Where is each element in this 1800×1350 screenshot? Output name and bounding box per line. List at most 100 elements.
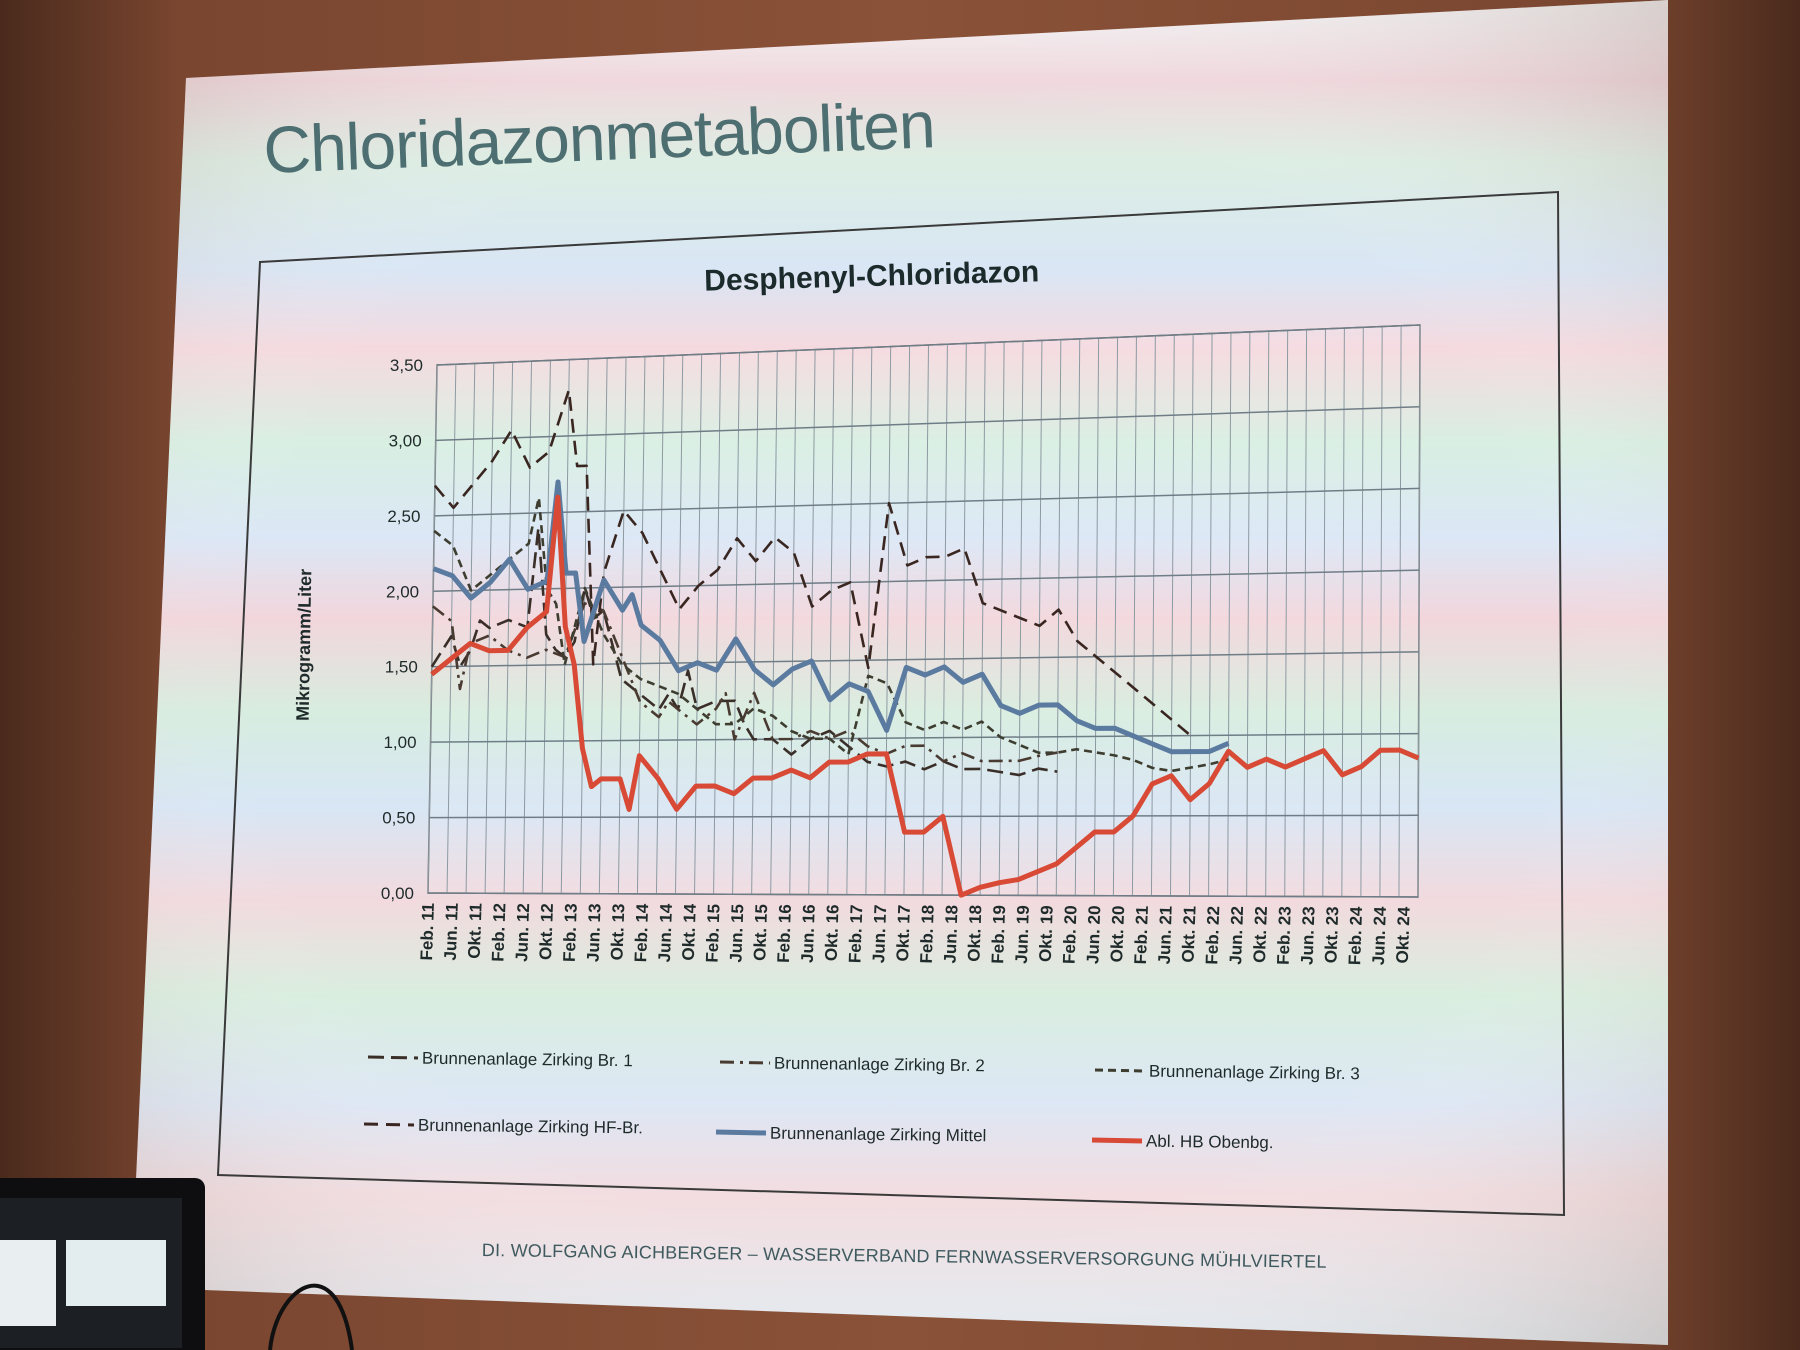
vertical-gridline	[1036, 340, 1043, 896]
legend-swatch	[1094, 1068, 1146, 1073]
x-tick-label: Feb. 11	[417, 902, 438, 960]
x-tick-label: Jun. 14	[655, 903, 676, 963]
x-tick-label: Feb. 13	[560, 903, 581, 962]
x-tick-label: Feb. 12	[488, 903, 509, 962]
vertical-gridline	[1227, 332, 1232, 897]
x-tick-label: Jun. 21	[1155, 905, 1176, 964]
horizontal-gridline	[436, 324, 1421, 366]
x-tick-label: Okt. 12	[536, 903, 557, 960]
x-tick-label: Jun. 17	[869, 904, 890, 963]
x-tick-label: Okt. 24	[1393, 906, 1414, 964]
horizontal-gridline	[429, 814, 1419, 819]
legend-swatch	[363, 1122, 415, 1127]
vertical-gridline	[465, 363, 476, 894]
vertical-gridline	[694, 354, 703, 895]
x-tick-label: Feb. 22	[1202, 906, 1223, 965]
x-tick-label: Okt. 20	[1107, 905, 1128, 962]
y-tick-label: 1,50	[385, 658, 418, 677]
y-tick-label: 3,00	[389, 431, 422, 450]
x-tick-label: Okt. 14	[679, 903, 700, 961]
x-tick-label: Okt. 18	[964, 905, 985, 962]
x-tick-label: Okt. 23	[1321, 906, 1342, 963]
legend-swatch	[719, 1060, 771, 1065]
vertical-gridline	[1093, 338, 1100, 896]
vertical-gridline	[1341, 328, 1345, 897]
vertical-gridline	[1208, 333, 1213, 897]
legend-label: Brunnenanlage Zirking Br. 2	[774, 1054, 985, 1076]
x-tick-label: Okt. 13	[607, 903, 628, 960]
x-tick-label: Jun. 24	[1369, 906, 1390, 966]
vertical-gridline	[770, 351, 778, 895]
laptop-screen	[0, 1198, 182, 1348]
vertical-gridline	[922, 344, 929, 896]
y-tick-label: 0,00	[381, 884, 414, 903]
legend-label: Brunnenanlage Zirking Br. 1	[422, 1049, 633, 1071]
x-tick-label: Okt. 11	[465, 903, 486, 959]
vertical-gridline	[1265, 331, 1270, 897]
vertical-gridline	[827, 348, 835, 895]
x-tick-label: Jun. 20	[1083, 905, 1104, 964]
vertical-gridline	[1074, 338, 1081, 896]
x-tick-label: Jun. 23	[1297, 906, 1318, 965]
vertical-gridline	[789, 350, 797, 895]
x-tick-label: Okt. 22	[1250, 906, 1271, 963]
legend-swatch	[1091, 1137, 1143, 1144]
x-tick-label: Okt. 19	[1036, 905, 1057, 962]
x-tick-label: Jun. 15	[726, 904, 747, 963]
legend-label: Brunnenanlage Zirking Br. 3	[1149, 1062, 1360, 1084]
vertical-gridline	[941, 344, 948, 896]
vertical-gridline	[960, 343, 967, 896]
x-tick-label: Feb. 18	[917, 904, 938, 963]
vertical-gridline	[427, 364, 438, 894]
horizontal-gridline	[431, 651, 1419, 668]
vertical-gridline	[1379, 326, 1383, 897]
vertical-gridline	[1303, 329, 1308, 897]
y-tick-label: 2,50	[387, 507, 420, 526]
legend-label: Abl. HB Obenbg.	[1146, 1132, 1274, 1153]
vertical-gridline	[998, 341, 1005, 896]
horizontal-gridline	[435, 405, 1420, 442]
x-tick-label: Feb. 17	[845, 904, 866, 963]
vertical-gridline	[1360, 327, 1364, 897]
x-tick-label: Okt. 16	[822, 904, 843, 961]
x-tick-label: Feb. 14	[631, 903, 652, 963]
vertical-gridline	[1112, 337, 1119, 896]
x-tick-label: Jun. 11	[441, 903, 462, 961]
horizontal-gridline	[433, 569, 1420, 593]
x-tick-label: Jun. 12	[512, 903, 533, 962]
vertical-gridline	[903, 345, 911, 895]
y-tick-label: 1,00	[383, 733, 416, 752]
y-tick-label: 3,50	[390, 356, 423, 375]
vertical-gridline	[1055, 339, 1062, 896]
x-tick-label: Feb. 19	[988, 905, 1009, 964]
vertical-gridline	[979, 342, 986, 896]
x-tick-label: Jun. 13	[584, 903, 605, 962]
x-tick-label: Feb. 20	[1060, 905, 1081, 964]
legend-label: Brunnenanlage Zirking Mittel	[770, 1124, 987, 1146]
vertical-gridline	[713, 353, 722, 895]
vertical-gridline	[598, 358, 608, 894]
vertical-gridline	[1246, 331, 1251, 897]
vertical-gridline	[1131, 336, 1137, 896]
series-line	[432, 479, 1230, 755]
vertical-gridline	[617, 357, 627, 894]
vertical-gridline	[846, 348, 854, 895]
vertical-gridline	[1398, 325, 1402, 897]
vertical-gridline	[1417, 324, 1421, 898]
y-tick-label: 0,50	[382, 809, 415, 828]
legend-label: Brunnenanlage Zirking HF-Br.	[418, 1116, 643, 1138]
vertical-gridline	[655, 355, 665, 894]
x-tick-label: Okt. 17	[893, 904, 914, 961]
x-tick-label: Jun. 19	[1012, 905, 1033, 964]
chart-title: Desphenyl-Chloridazon	[704, 255, 1040, 297]
vertical-gridline	[865, 347, 873, 895]
legend-swatch	[367, 1055, 419, 1060]
x-tick-label: Jun. 22	[1226, 906, 1247, 965]
vertical-gridline	[1170, 334, 1175, 897]
vertical-gridline	[1189, 334, 1194, 897]
x-tick-label: Feb. 23	[1274, 906, 1295, 965]
